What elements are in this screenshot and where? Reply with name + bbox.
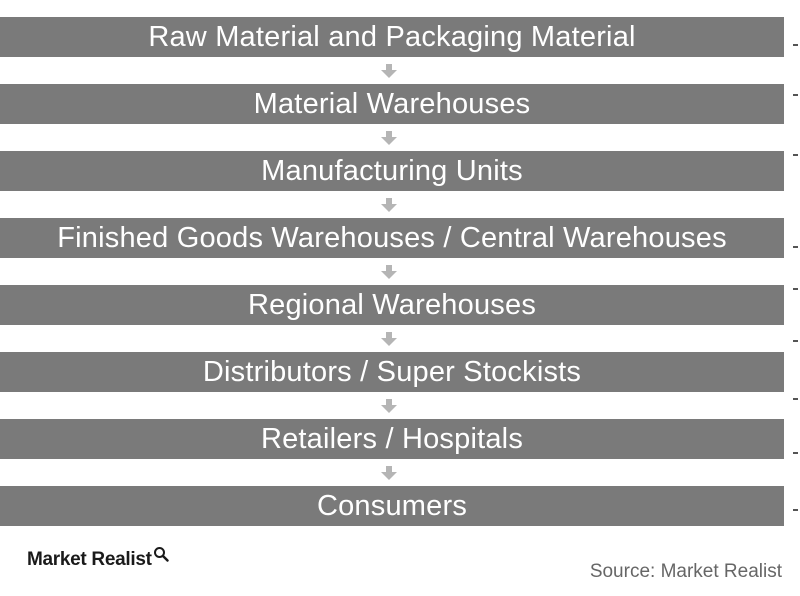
edge-mark	[793, 288, 798, 290]
down-arrow-icon	[381, 64, 397, 78]
step-consumers: Consumers	[0, 486, 784, 526]
step-raw-material: Raw Material and Packaging Material	[0, 17, 784, 57]
market-realist-logo: Market Realist	[27, 547, 169, 576]
step-finished-goods-warehouses: Finished Goods Warehouses / Central Ware…	[0, 218, 784, 258]
step-distributors: Distributors / Super Stockists	[0, 352, 784, 392]
step-material-warehouses: Material Warehouses	[0, 84, 784, 124]
source-credit: Source: Market Realist	[589, 561, 782, 582]
edge-mark	[793, 246, 798, 248]
down-arrow-icon	[381, 332, 397, 346]
down-arrow-icon	[381, 399, 397, 413]
edge-mark	[793, 452, 798, 454]
down-arrow-icon	[381, 466, 397, 480]
logo-text: Market Realist	[27, 549, 152, 570]
edge-mark	[793, 44, 798, 46]
magnifier-icon	[153, 547, 169, 562]
edge-mark	[793, 340, 798, 342]
step-retailers: Retailers / Hospitals	[0, 419, 784, 459]
supply-chain-flow: Raw Material and Packaging Material Mate…	[0, 17, 798, 526]
edge-mark	[793, 398, 798, 400]
down-arrow-icon	[381, 131, 397, 145]
edge-mark	[793, 154, 798, 156]
down-arrow-icon	[381, 265, 397, 279]
step-regional-warehouses: Regional Warehouses	[0, 285, 784, 325]
edge-mark	[793, 509, 798, 511]
edge-mark	[793, 94, 798, 96]
down-arrow-icon	[381, 198, 397, 212]
step-manufacturing-units: Manufacturing Units	[0, 151, 784, 191]
